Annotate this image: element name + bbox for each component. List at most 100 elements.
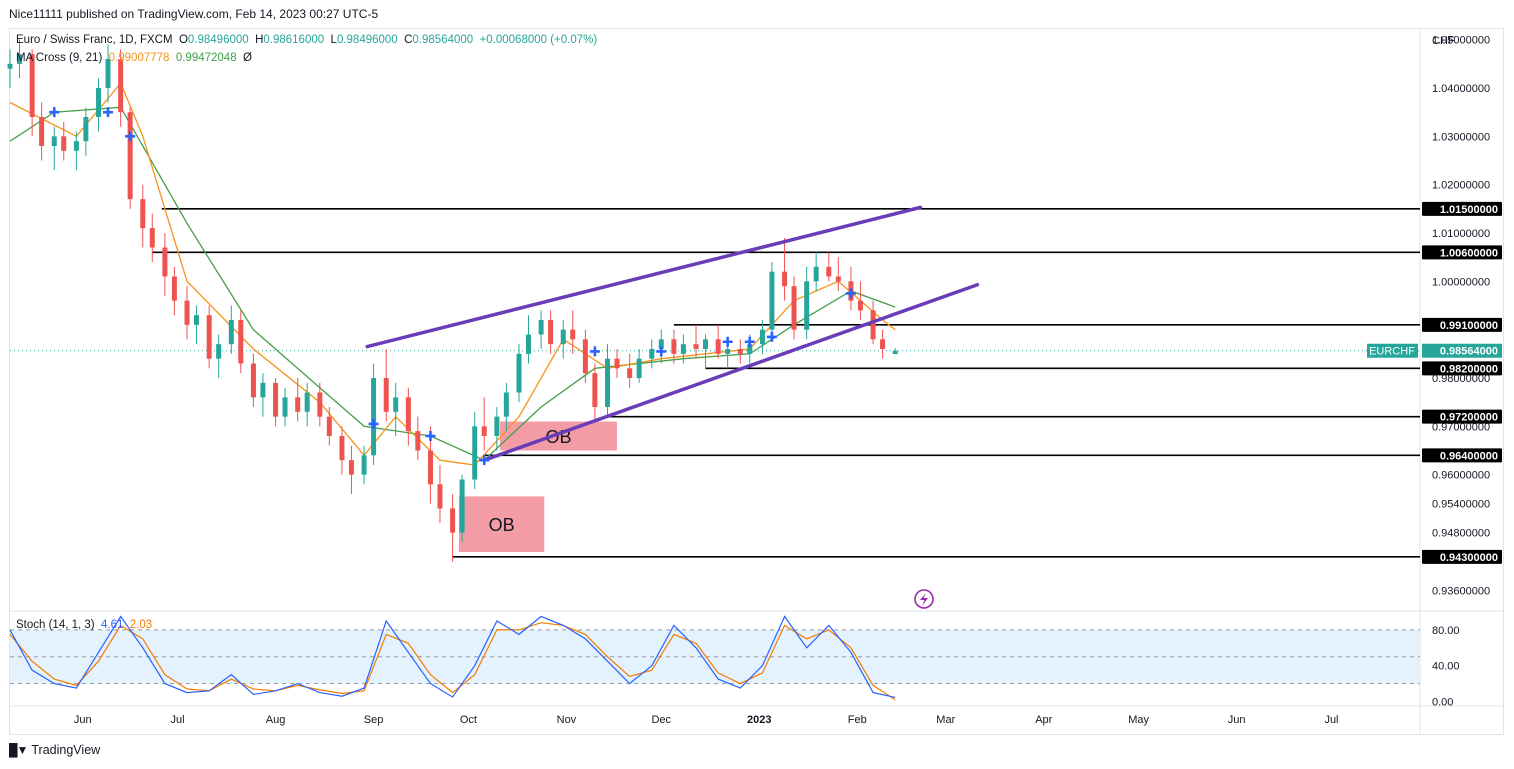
moving-averages <box>9 81 896 466</box>
candle-body <box>671 339 677 354</box>
candle-body <box>216 344 222 359</box>
time-tick-label: Apr <box>1035 714 1052 726</box>
time-tick-label: May <box>1128 714 1149 726</box>
stoch-k-value: 4.61 <box>101 619 124 631</box>
level-label-box <box>1422 448 1502 463</box>
footer-brand: TradingView <box>31 743 101 757</box>
grid <box>10 28 1504 735</box>
symbol-header: Euro / Swiss Franc, 1D, FXCM O0.98496000… <box>16 34 597 46</box>
flash-icon[interactable] <box>914 589 934 609</box>
current-price-text: 0.98564000 <box>1440 346 1498 358</box>
channel-line <box>482 282 980 462</box>
candle-body <box>162 247 168 277</box>
candle-body <box>348 460 354 475</box>
candle-body <box>405 397 411 432</box>
candle-body <box>880 339 886 349</box>
candle-body <box>304 392 310 412</box>
candle-body <box>538 320 544 335</box>
candle-body <box>317 392 323 417</box>
stoch-label: Stoch (14, 1, 3) <box>16 619 95 631</box>
candle-body <box>680 344 686 354</box>
candle-body <box>127 112 133 200</box>
price-tick-label: 1.00000000 <box>1432 276 1490 288</box>
stoch-tick-label: 0.00 <box>1432 697 1453 709</box>
candle-body <box>450 508 456 533</box>
candle-body <box>393 397 399 412</box>
ohlc-high-key: H <box>255 34 264 46</box>
candle-body <box>437 484 443 509</box>
price-tick-label: 1.02000000 <box>1432 180 1490 192</box>
ohlc-high: 0.98616000 <box>263 34 325 46</box>
tradingview-logo-icon: █▼ <box>9 743 28 757</box>
time-tick-label: Jul <box>1324 714 1338 726</box>
candle-body <box>892 350 898 355</box>
ma-cross-marker <box>125 131 136 142</box>
chart-frame <box>9 28 1504 735</box>
ma-cross-marker <box>589 346 600 357</box>
candle-body <box>83 117 89 142</box>
candle-body <box>570 329 576 340</box>
stoch-tick-label: 80.00 <box>1432 625 1460 637</box>
stoch-d-value: 2.03 <box>129 619 153 631</box>
candle-body <box>7 63 13 69</box>
candle-body <box>857 300 863 311</box>
time-axis: Jun Jul Aug Sep Oct Nov Dec 2023 Feb Mar Apr May Jun… <box>74 714 1339 726</box>
price-axis-unit: CHF <box>1432 35 1455 47</box>
publisher-line: Nice11111 published on TradingView.com, … <box>9 7 379 21</box>
candle-body <box>804 281 810 330</box>
order-block-label: OB <box>489 515 515 535</box>
price-tick-label: 0.96000000 <box>1432 470 1490 482</box>
price-change: +0.00068000 (+0.07%) <box>479 34 598 46</box>
level-label-box <box>1422 361 1502 376</box>
candle-body <box>16 54 22 64</box>
ohlc-close-key: C <box>404 34 413 46</box>
stoch-header[interactable]: Stoch (14, 1, 3) 4.61 2.03 <box>16 619 152 631</box>
time-tick-label: Oct <box>460 714 477 726</box>
order-block-zone <box>458 496 545 552</box>
candle-body <box>383 378 389 412</box>
candle-body <box>636 358 642 378</box>
candle-body <box>472 426 478 480</box>
level-label-box <box>1422 201 1502 216</box>
indicator-extra: Ø <box>242 52 252 64</box>
ma-fast-line <box>9 81 896 466</box>
candle-body <box>870 310 876 340</box>
ma-cross-marker <box>845 288 856 299</box>
stoch-k-line <box>9 615 896 698</box>
candle-body <box>560 329 566 345</box>
candle-body <box>769 271 775 330</box>
candle-body <box>371 378 377 456</box>
price-tick-label: 1.04000000 <box>1432 83 1490 95</box>
level-label-box <box>1422 409 1502 424</box>
candle-body <box>782 271 788 287</box>
candle-body <box>61 136 67 151</box>
candle-body <box>326 416 332 436</box>
candle-body <box>703 339 709 349</box>
candle-body <box>282 397 288 417</box>
candle-body <box>184 300 190 325</box>
candle-body <box>494 416 500 436</box>
level-label-text: 1.00600000 <box>1440 247 1498 259</box>
ohlc-open: 0.98496000 <box>187 34 249 46</box>
channel-line <box>365 205 923 349</box>
candle-body <box>835 276 841 282</box>
candle-body <box>614 358 620 369</box>
time-tick-label: Aug <box>266 714 286 726</box>
candle-body <box>73 141 79 151</box>
ohlc-open-key: O <box>178 34 188 46</box>
horizontal-levels <box>10 208 1420 558</box>
candle-body <box>295 397 301 412</box>
time-tick-label: Nov <box>557 714 577 726</box>
symbol-tag-text: EURCHF <box>1369 346 1415 358</box>
candle-body <box>29 54 35 117</box>
channel-lines <box>365 205 980 462</box>
level-label-text: 1.01500000 <box>1440 204 1498 216</box>
candle-body <box>250 363 256 398</box>
time-tick-label: 2023 <box>747 714 771 726</box>
ohlc-close: 0.98564000 <box>412 34 474 46</box>
ma-slow-value: 0.99472048 <box>175 52 237 64</box>
indicator-header[interactable]: MA Cross (9, 21) 0.99007778 0.99472048 Ø <box>16 52 252 64</box>
candle-body <box>826 266 832 277</box>
level-label-text: 0.98200000 <box>1440 363 1498 375</box>
